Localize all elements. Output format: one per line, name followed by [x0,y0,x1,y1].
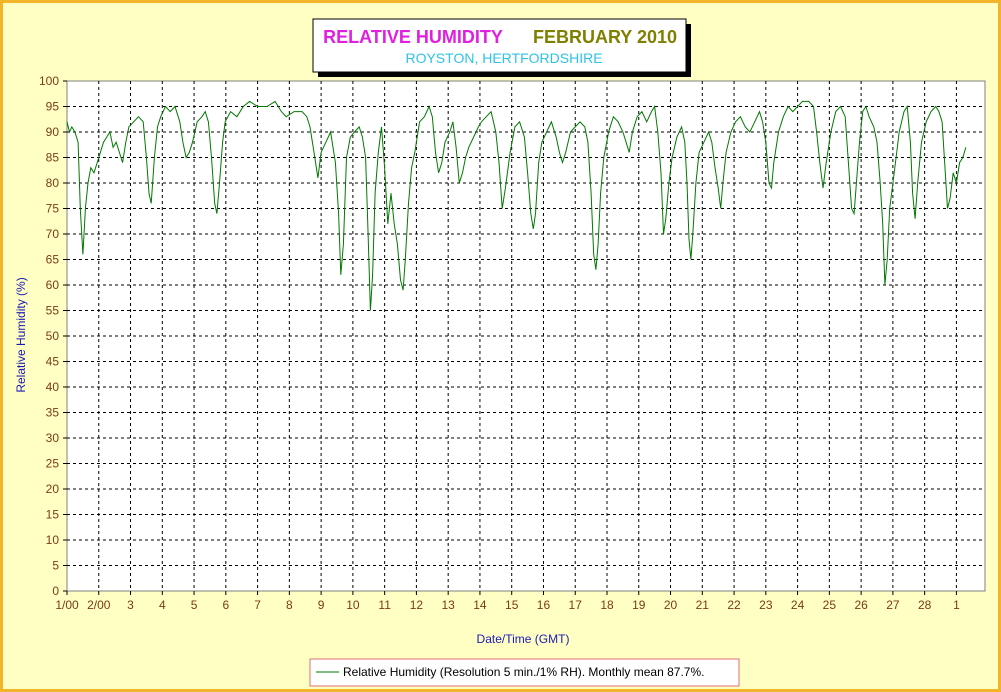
x-tick-label: 10 [346,598,360,612]
y-tick-label: 55 [46,304,60,318]
x-tick-label: 18 [600,598,614,612]
x-tick-label: 26 [854,598,868,612]
y-axis-ticks: 0 5 10 15 20 25 30 35 40 45 50 55 60 65 70 75 80 85 90 95 10… [39,74,67,598]
x-tick-label: 6 [222,598,229,612]
y-tick-label: 45 [46,355,60,369]
x-tick-label: 8 [286,598,293,612]
y-tick-label: 60 [46,278,60,292]
x-tick-label: 15 [505,598,519,612]
y-tick-label: 85 [46,151,60,165]
chart-subtitle: ROYSTON, HERTFORDSHIRE [405,50,602,66]
y-tick-label: 40 [46,380,60,394]
x-tick-label: 14 [473,598,487,612]
x-tick-label: 23 [759,598,773,612]
y-tick-label: 75 [46,202,60,216]
y-tick-label: 65 [46,253,60,267]
x-tick-label: 24 [791,598,805,612]
legend-entry: Relative Humidity (Resolution 5 min./1% … [343,665,704,679]
x-tick-label: 1 [953,598,960,612]
x-tick-label: 22 [727,598,741,612]
y-tick-label: 90 [46,125,60,139]
x-tick-label: 20 [664,598,678,612]
x-tick-label: 17 [569,598,583,612]
y-tick-label: 15 [46,508,60,522]
y-tick-label: 50 [46,329,60,343]
x-tick-label: 2/00 [87,598,111,612]
x-tick-label: 11 [378,598,391,612]
chart-title-month: FEBRUARY 2010 [533,27,677,47]
series-line-relative-humidity [66,100,967,311]
legend: Relative Humidity (Resolution 5 min./1% … [309,658,740,687]
x-tick-label: 25 [823,598,837,612]
x-tick-label: 28 [918,598,932,612]
y-tick-label: 100 [39,74,59,88]
x-tick-label: 4 [159,598,166,612]
x-axis-ticks: 1/00 2/00 3 4 5 6 7 8 9 10 11 12 13 14 15 16 17 18 19 20 21 2… [55,591,960,612]
x-tick-label: 5 [191,598,198,612]
x-axis-label: Date/Time (GMT) [477,632,570,646]
x-tick-label: 9 [318,598,325,612]
chart-title: RELATIVE HUMIDITY [323,27,503,47]
y-tick-label: 5 [52,559,59,573]
x-tick-label: 12 [410,598,424,612]
x-tick-label: 13 [441,598,455,612]
x-tick-label: 7 [254,598,261,612]
y-tick-label: 35 [46,406,60,420]
y-tick-label: 70 [46,227,60,241]
x-tick-label: 3 [127,598,134,612]
y-tick-label: 20 [46,482,60,496]
y-tick-label: 95 [46,100,60,114]
y-axis-label: Relative Humidity (%) [14,277,28,392]
grid-lines [67,81,985,591]
x-tick-label: 21 [696,598,710,612]
y-tick-label: 25 [46,457,60,471]
y-tick-label: 80 [46,176,60,190]
y-tick-label: 0 [52,584,59,598]
x-tick-label: 27 [886,598,900,612]
x-tick-label: 16 [537,598,551,612]
x-tick-label: 1/00 [55,598,79,612]
x-tick-label: 19 [632,598,646,612]
y-tick-label: 30 [46,431,60,445]
y-tick-label: 10 [46,533,60,547]
title-box: RELATIVE HUMIDITY FEBRUARY 2010 ROYSTON,… [312,18,691,77]
